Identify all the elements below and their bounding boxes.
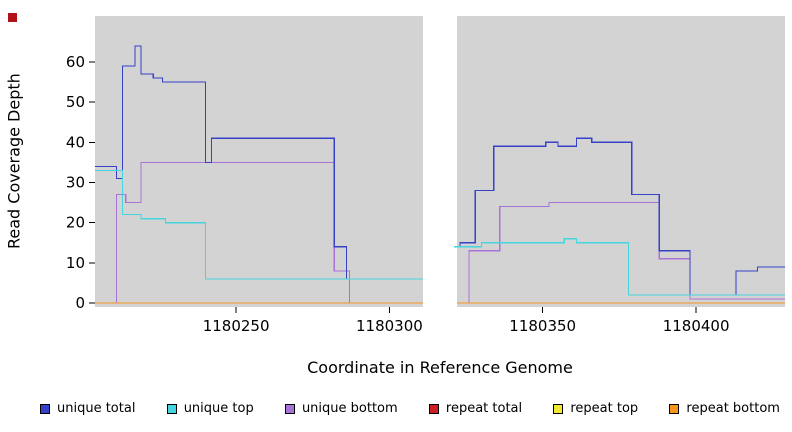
- legend-label-repeat-top: repeat top: [570, 401, 639, 416]
- legend-label-unique-total: unique total: [57, 401, 136, 416]
- series-line-unique-bottom: [95, 161, 424, 304]
- x-tick-label: 1180350: [509, 317, 576, 335]
- series-line-unique-top: [453, 238, 785, 296]
- x-axis-title: Coordinate in Reference Genome: [307, 358, 573, 377]
- legend-item-unique-total: unique total: [40, 401, 135, 416]
- legend-label-repeat-bottom: repeat bottom: [686, 401, 780, 416]
- legend-label-unique-bottom: unique bottom: [301, 401, 398, 416]
- x-tick-label: 1180300: [356, 317, 423, 335]
- y-tick-label: 40: [66, 133, 85, 151]
- y-tick-label: 10: [66, 254, 85, 272]
- legend-label-unique-top: unique top: [183, 401, 254, 416]
- legend-item-repeat-total: repeat total: [428, 401, 523, 416]
- y-tick-label: 30: [66, 174, 85, 192]
- y-axis-title: Read Coverage Depth: [4, 73, 24, 250]
- x-tick-label: 1180250: [203, 317, 270, 335]
- legend: unique total unique top unique bottom repea…: [40, 401, 780, 416]
- coverage-gap-band: [423, 16, 457, 307]
- legend-swatch-unique-bottom: [284, 403, 295, 414]
- y-tick-label: 50: [66, 93, 85, 111]
- series-line-unique-top: [95, 169, 424, 280]
- legend-swatch-repeat-top: [553, 403, 564, 414]
- legend-swatch-unique-total: [40, 403, 50, 414]
- y-tick-label: 60: [66, 53, 85, 71]
- legend-swatch-repeat-bottom: [669, 403, 680, 414]
- corner-marker: [8, 13, 17, 22]
- legend-item-repeat-top: repeat top: [553, 401, 638, 416]
- x-tick-label: 1180400: [663, 317, 730, 335]
- coverage-chart: 1180250 1180300 1180350 1180400 0 10 20 30 40 50 6…: [66, 16, 785, 335]
- legend-swatch-unique-top: [166, 403, 177, 414]
- y-tick-label: 20: [66, 214, 85, 232]
- y-tick-label: 0: [75, 294, 85, 312]
- legend-label-repeat-total: repeat total: [445, 401, 523, 416]
- legend-item-repeat-bottom: repeat bottom: [669, 401, 780, 416]
- legend-item-unique-top: unique top: [166, 401, 254, 416]
- series-line-unique-total: [95, 45, 424, 280]
- legend-item-unique-bottom: unique bottom: [284, 401, 398, 416]
- legend-swatch-repeat-total: [428, 403, 439, 414]
